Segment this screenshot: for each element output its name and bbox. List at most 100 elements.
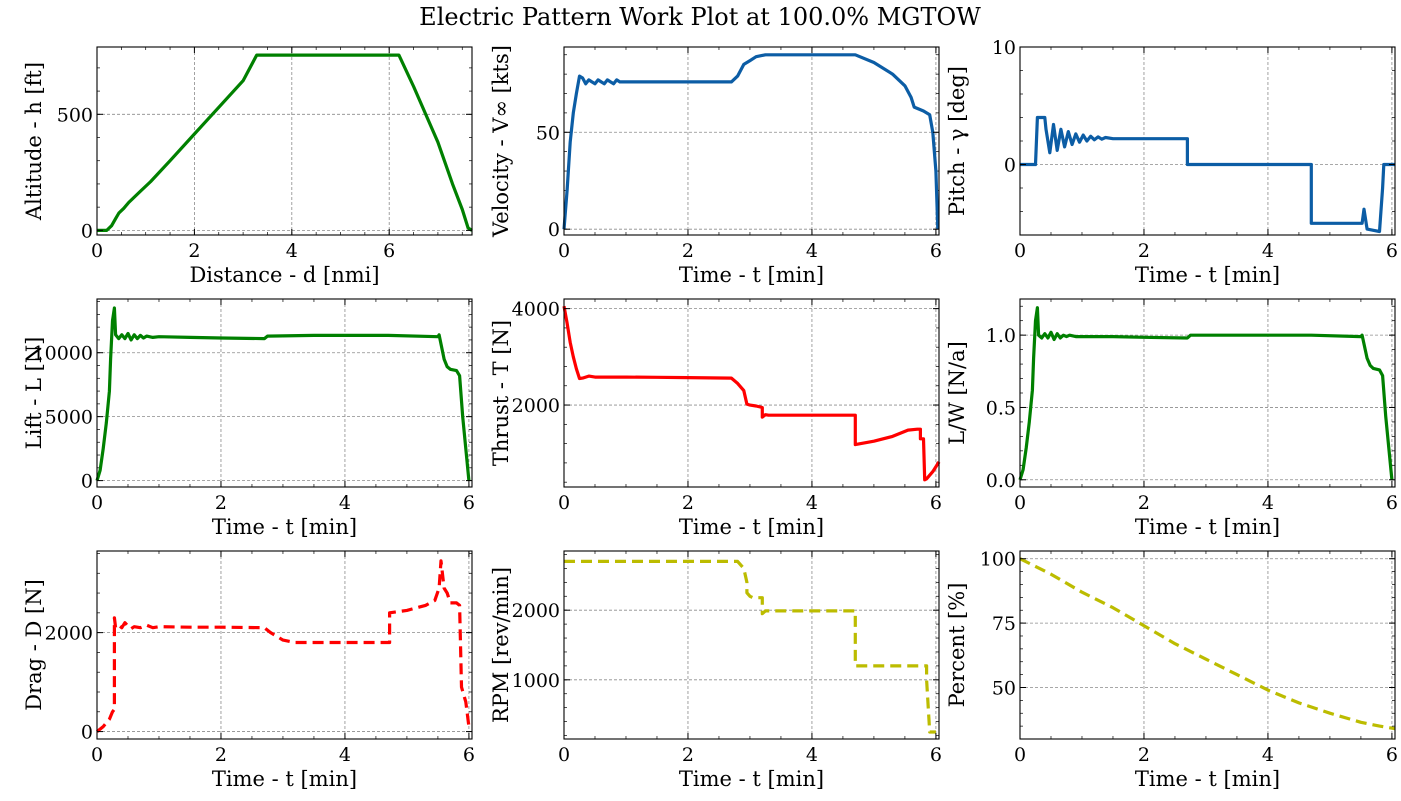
series-line-1 bbox=[1020, 115, 1395, 234]
x-tick-label: 0 bbox=[1014, 240, 1026, 262]
y-tick-label: 0 bbox=[548, 219, 560, 241]
y-tick-label: 500 bbox=[57, 104, 93, 126]
y-tick-label: 10 bbox=[992, 37, 1016, 59]
y-tick-label: 100 bbox=[980, 549, 1016, 571]
x-axis-label: Distance - d [nmi] bbox=[189, 263, 379, 287]
x-tick-label: 0 bbox=[91, 492, 103, 514]
axes-frame bbox=[563, 550, 940, 740]
axes-frame bbox=[1019, 550, 1396, 740]
y-tick-label: 4000 bbox=[512, 299, 560, 321]
x-axis-label: Time - t [min] bbox=[679, 263, 824, 287]
subplot-5: 0 2 4 6 2000 4000 Time - t [min] Thrust - T [N] bbox=[489, 298, 942, 539]
x-tick-label: 6 bbox=[930, 744, 942, 766]
y-tick-label: 1.0 bbox=[986, 325, 1016, 347]
y-tick-label: 2000 bbox=[512, 395, 560, 417]
series-line-1 bbox=[562, 305, 941, 482]
x-tick-label: 0 bbox=[558, 492, 570, 514]
x-tick-label: 0 bbox=[91, 240, 103, 262]
y-tick-label: 2000 bbox=[45, 623, 93, 645]
x-tick-label: 2 bbox=[1138, 744, 1150, 766]
y-tick-label: 0 bbox=[81, 722, 93, 744]
x-tick-label: 4 bbox=[286, 240, 298, 262]
y-tick-label: 1000 bbox=[512, 670, 560, 692]
y-axis-label: Altitude - h [ft] bbox=[22, 62, 46, 221]
x-tick-label: 4 bbox=[1262, 240, 1274, 262]
x-tick-label: 0 bbox=[91, 744, 103, 766]
series-line-1 bbox=[95, 559, 471, 733]
y-tick-label: 0 bbox=[1004, 155, 1016, 177]
y-tick-label: 0.5 bbox=[986, 397, 1016, 419]
x-tick-label: 6 bbox=[1386, 492, 1398, 514]
axes-frame bbox=[96, 46, 473, 236]
x-tick-label: 0 bbox=[1014, 492, 1026, 514]
x-tick-label: 4 bbox=[806, 240, 818, 262]
y-tick-label: 0 bbox=[81, 471, 93, 493]
axes-frame bbox=[96, 550, 473, 740]
series-line-1 bbox=[1019, 557, 1396, 731]
x-tick-label: 4 bbox=[1262, 744, 1274, 766]
x-tick-label: 6 bbox=[383, 240, 395, 262]
subplot-4: 0 2 4 6 0 5000 10000 Time - t [min] Lift - L [N] bbox=[22, 298, 475, 539]
axes-frame bbox=[563, 298, 940, 488]
x-tick-label: 2 bbox=[682, 744, 694, 766]
y-axis-label: Pitch - γ [deg] bbox=[945, 66, 969, 216]
x-tick-label: 6 bbox=[930, 240, 942, 262]
y-tick-label: 2000 bbox=[512, 600, 560, 622]
subplot-8: 0 2 4 6 1000 2000 Time - t [min] RPM [rev/min] bbox=[489, 550, 942, 791]
axes-frame bbox=[1019, 298, 1396, 488]
series-line-1 bbox=[1018, 306, 1394, 481]
x-tick-label: 0 bbox=[1014, 744, 1026, 766]
axes-frame bbox=[96, 298, 473, 488]
y-axis-label: Drag - D [N] bbox=[22, 579, 46, 711]
x-tick-label: 4 bbox=[806, 492, 818, 514]
series-line-1 bbox=[564, 559, 936, 734]
series-line-1 bbox=[562, 53, 940, 230]
series-line-1 bbox=[97, 53, 473, 232]
y-tick-label: 5000 bbox=[45, 407, 93, 429]
y-axis-label: Thrust - T [N] bbox=[489, 320, 513, 466]
x-tick-label: 6 bbox=[1386, 744, 1398, 766]
x-tick-label: 0 bbox=[558, 240, 570, 262]
y-tick-label: 0 bbox=[81, 220, 93, 242]
subplot-2: 0 2 4 6 0 50 Time - t [min] Velocity - V∞ [kts] bbox=[489, 45, 942, 287]
x-tick-label: 6 bbox=[930, 492, 942, 514]
x-tick-label: 2 bbox=[188, 240, 200, 262]
x-tick-label: 6 bbox=[463, 492, 475, 514]
y-tick-label: 50 bbox=[536, 122, 560, 144]
x-axis-label: Time - t [min] bbox=[1135, 515, 1280, 539]
x-axis-label: Time - t [min] bbox=[679, 767, 824, 791]
x-tick-label: 4 bbox=[339, 492, 351, 514]
x-tick-label: 6 bbox=[463, 744, 475, 766]
subplot-7: 0 2 4 6 0 2000 Time - t [min] Drag - D [N] bbox=[22, 550, 475, 791]
y-tick-label: 75 bbox=[992, 613, 1016, 635]
x-tick-label: 4 bbox=[806, 744, 818, 766]
y-axis-label: Lift - L [N] bbox=[22, 337, 46, 450]
y-tick-label: 0.0 bbox=[986, 470, 1016, 492]
x-tick-label: 2 bbox=[215, 744, 227, 766]
x-tick-label: 2 bbox=[1138, 240, 1150, 262]
y-axis-label: Percent [%] bbox=[945, 583, 969, 708]
x-tick-label: 4 bbox=[1262, 492, 1274, 514]
x-axis-label: Time - t [min] bbox=[212, 767, 357, 791]
y-axis-label: Velocity - V∞ [kts] bbox=[489, 45, 513, 238]
subplot-6: 0 2 4 6 0.0 0.5 1.0 Time - t [min] L/W [N/a] bbox=[945, 298, 1398, 539]
x-tick-label: 2 bbox=[1138, 492, 1150, 514]
x-tick-label: 6 bbox=[1386, 240, 1398, 262]
y-axis-label: L/W [N/a] bbox=[945, 341, 969, 445]
x-axis-label: Time - t [min] bbox=[1135, 767, 1280, 791]
axes-frame bbox=[563, 46, 940, 236]
subplot-9: 0 2 4 6 50 75 100 Time - t [min] Percent [%] bbox=[945, 549, 1398, 791]
axes-frame bbox=[1019, 46, 1396, 236]
x-axis-label: Time - t [min] bbox=[679, 515, 824, 539]
x-tick-label: 0 bbox=[558, 744, 570, 766]
subplot-3: 0 2 4 6 0 10 Time - t [min] Pitch - γ [deg] bbox=[945, 37, 1398, 287]
x-axis-label: Time - t [min] bbox=[1135, 263, 1280, 287]
figure-title: Electric Pattern Work Plot at 100.0% MGT… bbox=[419, 3, 981, 31]
x-tick-label: 2 bbox=[682, 492, 694, 514]
subplot-1: 0 2 4 6 0 500 Distance - d [nmi] Altitude - h [… bbox=[22, 46, 473, 287]
y-tick-label: 50 bbox=[992, 677, 1016, 699]
y-axis-label: RPM [rev/min] bbox=[489, 567, 513, 723]
x-axis-label: Time - t [min] bbox=[212, 515, 357, 539]
